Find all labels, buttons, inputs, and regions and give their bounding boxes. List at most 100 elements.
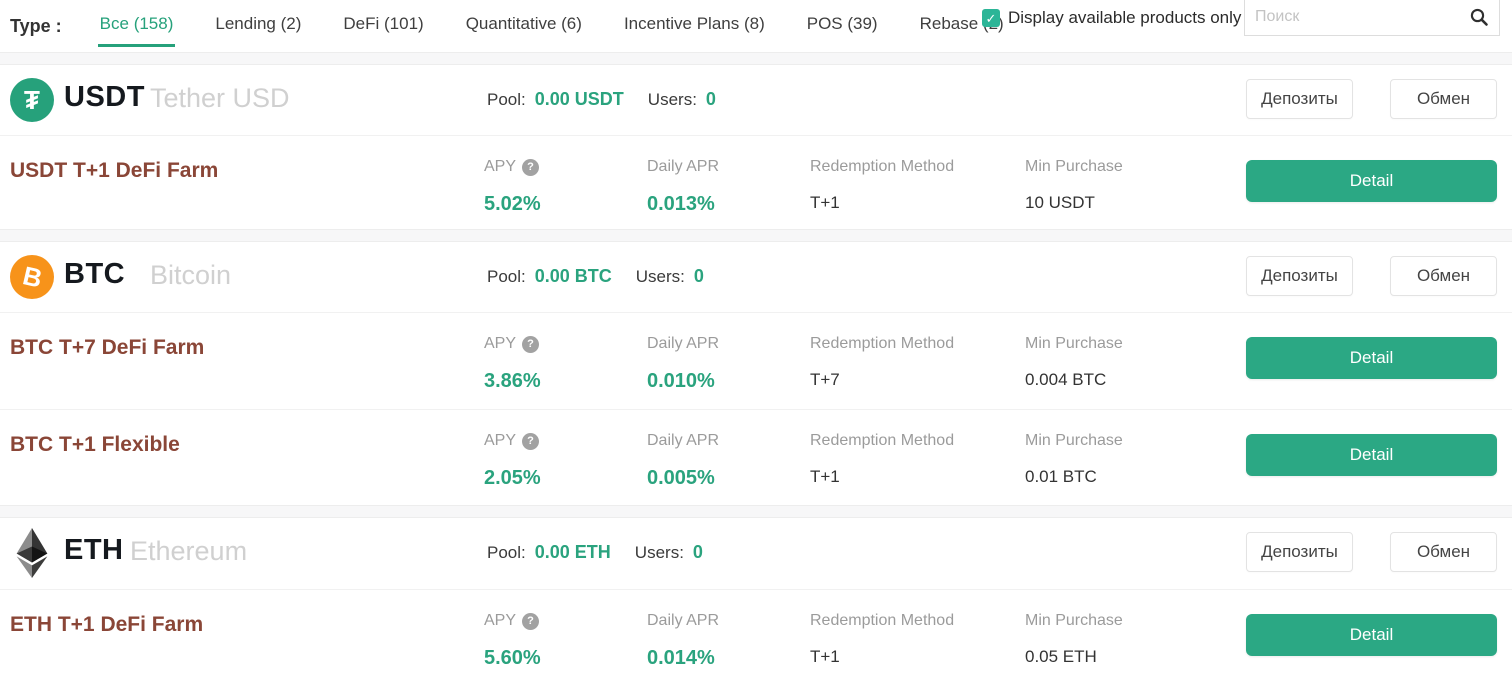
product-row-btc-t7: BTC T+7 DeFi Farm APY? 3.86% Daily APR 0… [0,313,1512,409]
tab-all[interactable]: Все (158) [97,5,176,47]
redemption-label: Redemption Method [810,335,955,352]
min-purchase-label: Min Purchase [1025,158,1123,175]
exchange-button[interactable]: Обмен [1390,532,1497,572]
section-divider [0,505,1512,518]
pool-value: 0.00 USDT [534,89,624,109]
section-eth: ETH Ethereum Pool: 0.00 ETH Users: 0 Деп… [0,518,1512,678]
pool-label: Pool: [487,542,526,562]
min-purchase-value: 0.05 ETH [1025,647,1097,666]
bitcoin-glyph: B [19,259,45,294]
detail-button[interactable]: Detail [1246,160,1497,202]
apy-value: 5.60% [484,647,541,669]
min-purchase-value: 10 USDT [1025,193,1095,212]
users-label: Users: [647,89,697,109]
detail-button[interactable]: Detail [1246,337,1497,379]
tab-quantitative[interactable]: Quantitative (6) [465,14,582,33]
apy-label: APY [484,158,517,175]
deposits-button[interactable]: Депозиты [1246,256,1353,296]
coin-fullname: Bitcoin [150,260,232,290]
type-tabs: Все (158) Lending (2) DeFi (101) Quantit… [97,5,1006,47]
daily-apr-value: 0.014% [647,647,715,669]
pool-label: Pool: [487,89,526,109]
daily-apr-label: Daily APR [647,612,720,629]
pool-label: Pool: [487,266,526,286]
apy-value: 5.02% [484,193,541,215]
deposits-button[interactable]: Депозиты [1246,79,1353,119]
help-icon[interactable]: ? [522,335,540,353]
checkbox-checked-icon[interactable]: ✓ [982,9,1000,27]
coin-symbol: ETH [64,534,124,566]
users-label: Users: [635,266,685,286]
filter-bar: Type : Все (158) Lending (2) DeFi (101) … [0,0,1512,52]
tab-pos[interactable]: POS (39) [806,14,878,33]
section-divider [0,52,1512,65]
tab-lending[interactable]: Lending (2) [215,14,302,33]
product-name: ETH T+1 DeFi Farm [10,613,204,636]
section-actions: Депозиты Обмен [1246,79,1497,119]
pool-value: 0.00 BTC [534,266,612,286]
section-btc: B BTC Bitcoin Pool: 0.00 BTC Users: 0 Де… [0,242,1512,505]
help-icon[interactable]: ? [522,432,540,450]
redemption-value: T+1 [810,467,840,486]
product-row-eth-t1: ETH T+1 DeFi Farm APY? 5.60% Daily APR 0… [0,590,1512,678]
tether-glyph: ₮ [24,84,40,115]
section-divider [0,229,1512,242]
detail-button[interactable]: Detail [1246,614,1497,656]
pool-stats: Pool: 0.00 USDT Users: 0 [487,89,716,110]
redemption-label: Redemption Method [810,432,955,449]
daily-apr-value: 0.005% [647,467,715,489]
exchange-button[interactable]: Обмен [1390,79,1497,119]
product-name: BTC T+1 Flexible [10,433,180,456]
users-value: 0 [692,542,703,562]
usdt-icon: ₮ [10,78,54,122]
redemption-value: T+1 [810,647,840,666]
apy-label: APY [484,432,517,449]
redemption-value: T+7 [810,370,840,389]
min-purchase-label: Min Purchase [1025,612,1123,629]
type-label: Type : [10,15,62,36]
btc-icon: B [10,255,54,299]
users-value: 0 [705,89,716,109]
coin-symbol: BTC [64,258,126,290]
detail-button[interactable]: Detail [1246,434,1497,476]
pool-stats: Pool: 0.00 ETH Users: 0 [487,542,703,563]
search-icon[interactable] [1469,7,1489,27]
search-box [1244,0,1500,36]
coin-fullname: Tether USD [150,83,290,113]
redemption-label: Redemption Method [810,158,955,175]
pool-value: 0.00 ETH [534,542,611,562]
redemption-value: T+1 [810,193,840,212]
coin-symbol: USDT [64,81,145,113]
available-products-filter: ✓ Display available products only [982,0,1241,36]
min-purchase-label: Min Purchase [1025,432,1123,449]
section-actions: Депозиты Обмен [1246,256,1497,296]
deposits-button[interactable]: Депозиты [1246,532,1353,572]
help-icon[interactable]: ? [522,158,540,176]
usdt-section-header: ₮ USDT Tether USD Pool: 0.00 USDT Users:… [0,65,1512,136]
section-actions: Депозиты Обмен [1246,532,1497,572]
eth-section-header: ETH Ethereum Pool: 0.00 ETH Users: 0 Деп… [0,518,1512,590]
section-usdt: ₮ USDT Tether USD Pool: 0.00 USDT Users:… [0,65,1512,229]
coin-fullname: Ethereum [130,536,248,566]
product-row-btc-t1-flexible: BTC T+1 Flexible APY? 2.05% Daily APR 0.… [0,409,1512,505]
daily-apr-label: Daily APR [647,158,720,175]
apy-label: APY [484,335,517,352]
search-input[interactable] [1255,8,1469,26]
eth-icon [10,528,54,578]
exchange-button[interactable]: Обмен [1390,256,1497,296]
daily-apr-label: Daily APR [647,335,720,352]
apy-value: 2.05% [484,467,541,489]
min-purchase-value: 0.004 BTC [1025,370,1107,389]
checkbox-label[interactable]: Display available products only [1008,8,1242,27]
tab-incentive-plans[interactable]: Incentive Plans (8) [623,14,765,33]
min-purchase-label: Min Purchase [1025,335,1123,352]
daily-apr-value: 0.010% [647,370,715,392]
product-name: USDT T+1 DeFi Farm [10,159,219,182]
btc-section-header: B BTC Bitcoin Pool: 0.00 BTC Users: 0 Де… [0,242,1512,313]
daily-apr-label: Daily APR [647,432,720,449]
product-name: BTC T+7 DeFi Farm [10,336,205,359]
apy-label: APY [484,612,517,629]
tab-defi[interactable]: DeFi (101) [343,14,424,33]
pool-stats: Pool: 0.00 BTC Users: 0 [487,266,704,287]
help-icon[interactable]: ? [522,612,540,630]
